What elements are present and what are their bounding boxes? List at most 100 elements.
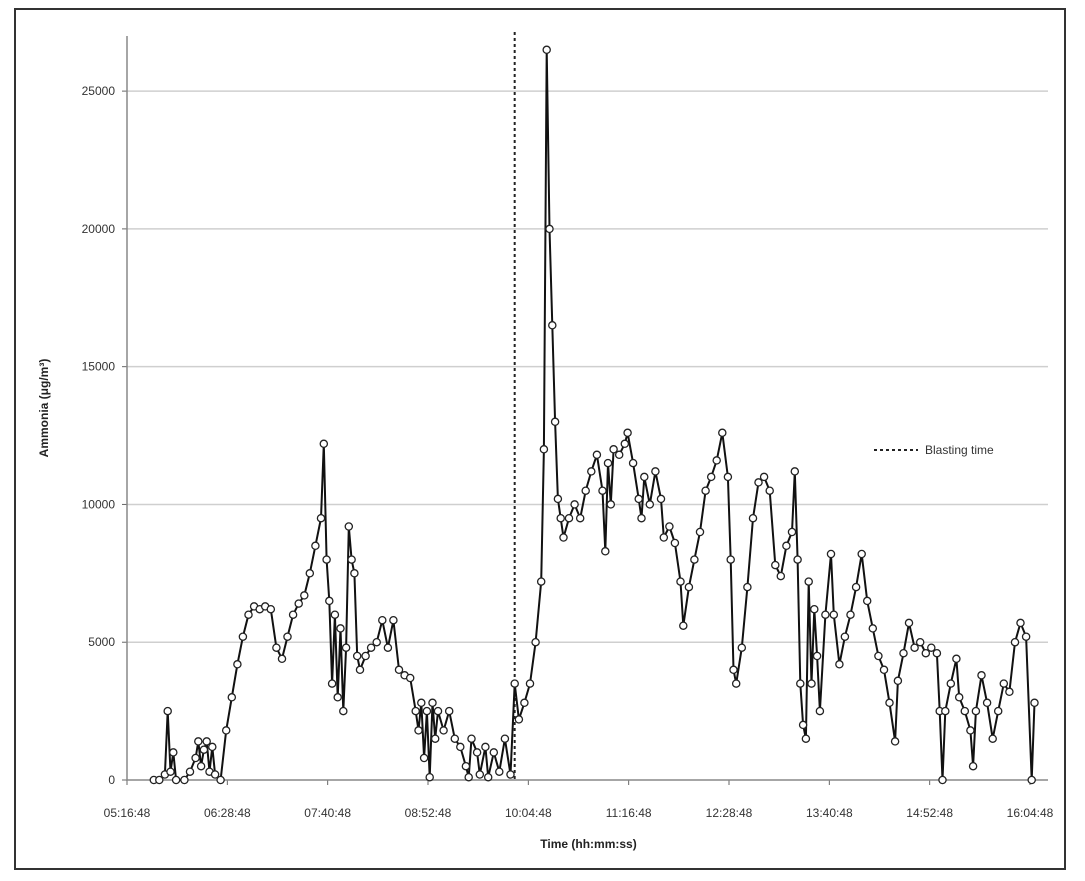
data-point — [475, 770, 485, 779]
data-point — [954, 693, 964, 702]
data-point — [771, 560, 780, 570]
data-point — [210, 770, 220, 779]
data-point — [430, 734, 440, 743]
y-tick-label: 15000 — [82, 360, 116, 374]
data-point — [941, 706, 950, 716]
data-point — [601, 547, 610, 556]
data-point — [782, 541, 791, 551]
data-point — [857, 549, 866, 559]
data-point — [932, 648, 942, 658]
y-tick-label: 20000 — [82, 222, 116, 236]
data-point — [885, 698, 894, 708]
data-point — [525, 679, 535, 688]
data-point — [1030, 698, 1039, 708]
data-point — [640, 472, 649, 482]
data-point — [879, 665, 889, 675]
data-point — [701, 486, 710, 495]
data-point — [489, 748, 499, 757]
data-point — [339, 706, 348, 716]
data-point — [628, 458, 638, 468]
data-point — [790, 467, 800, 476]
data-point — [238, 632, 248, 641]
data-point — [829, 610, 839, 619]
data-point — [679, 621, 688, 630]
data-point — [614, 450, 624, 460]
data-point — [874, 651, 883, 661]
data-point — [798, 720, 808, 730]
data-point — [350, 569, 359, 578]
data-point — [559, 533, 568, 542]
data-point — [723, 472, 733, 482]
data-point — [712, 456, 721, 465]
y-axis-title: Ammonia (μg/m³) — [37, 359, 51, 458]
data-point — [510, 679, 519, 688]
data-point — [411, 706, 420, 716]
data-point — [1010, 637, 1020, 647]
data-point — [946, 679, 956, 688]
data-point — [846, 610, 855, 619]
data-point — [656, 494, 666, 504]
x-tick-label: 05:16:48 — [104, 806, 151, 820]
data-point — [890, 737, 900, 746]
gridlines — [127, 90, 1048, 643]
data-point — [921, 648, 931, 658]
data-point — [341, 643, 351, 652]
data-point — [801, 734, 811, 743]
data-point — [366, 643, 376, 652]
data-point — [1005, 687, 1014, 697]
data-point — [330, 610, 340, 619]
data-point — [305, 569, 315, 578]
data-point — [433, 706, 443, 716]
data-point — [216, 775, 225, 785]
data-point — [1016, 618, 1025, 628]
data-point — [796, 679, 805, 688]
data-point — [208, 742, 217, 752]
data-point — [244, 610, 253, 619]
data-point — [821, 610, 830, 619]
data-point — [550, 417, 560, 427]
x-tick-label: 10:04:48 — [505, 806, 552, 820]
data-point — [743, 582, 752, 592]
data-point — [787, 527, 797, 537]
data-point — [999, 679, 1009, 688]
data-point — [319, 439, 329, 449]
data-point — [266, 604, 276, 614]
data-point — [372, 637, 381, 647]
x-tick-label: 13:40:48 — [806, 806, 853, 820]
data-point — [553, 494, 563, 504]
data-point — [952, 654, 961, 664]
data-point — [467, 734, 476, 743]
x-tick-label: 11:16:48 — [606, 806, 652, 820]
data-point — [754, 478, 763, 487]
y-tick-label: 10000 — [82, 497, 116, 511]
data-point — [166, 767, 175, 776]
data-point — [718, 428, 727, 438]
x-tick-label: 14:52:48 — [906, 806, 953, 820]
data-point — [982, 698, 992, 708]
legend: Blasting time — [874, 443, 994, 457]
data-point — [461, 761, 471, 771]
x-axis-title: Time (hh:mm:ss) — [540, 837, 636, 851]
data-point — [598, 486, 607, 495]
data-point — [322, 555, 331, 564]
data-point — [665, 522, 674, 531]
data-point — [564, 513, 574, 523]
data-point — [506, 770, 515, 779]
data-point — [548, 321, 557, 330]
data-point — [414, 726, 423, 735]
data-point — [316, 513, 326, 523]
data-point — [336, 624, 345, 633]
data-point — [450, 734, 460, 743]
data-point — [171, 775, 181, 785]
data-point — [804, 577, 813, 586]
data-point — [810, 604, 819, 614]
data-point — [199, 745, 209, 754]
data-point — [272, 643, 281, 652]
data-point — [606, 500, 616, 509]
data-point — [731, 679, 741, 688]
data-point — [333, 693, 342, 702]
data-point — [185, 767, 195, 776]
data-point — [966, 726, 975, 735]
data-point — [419, 753, 429, 763]
